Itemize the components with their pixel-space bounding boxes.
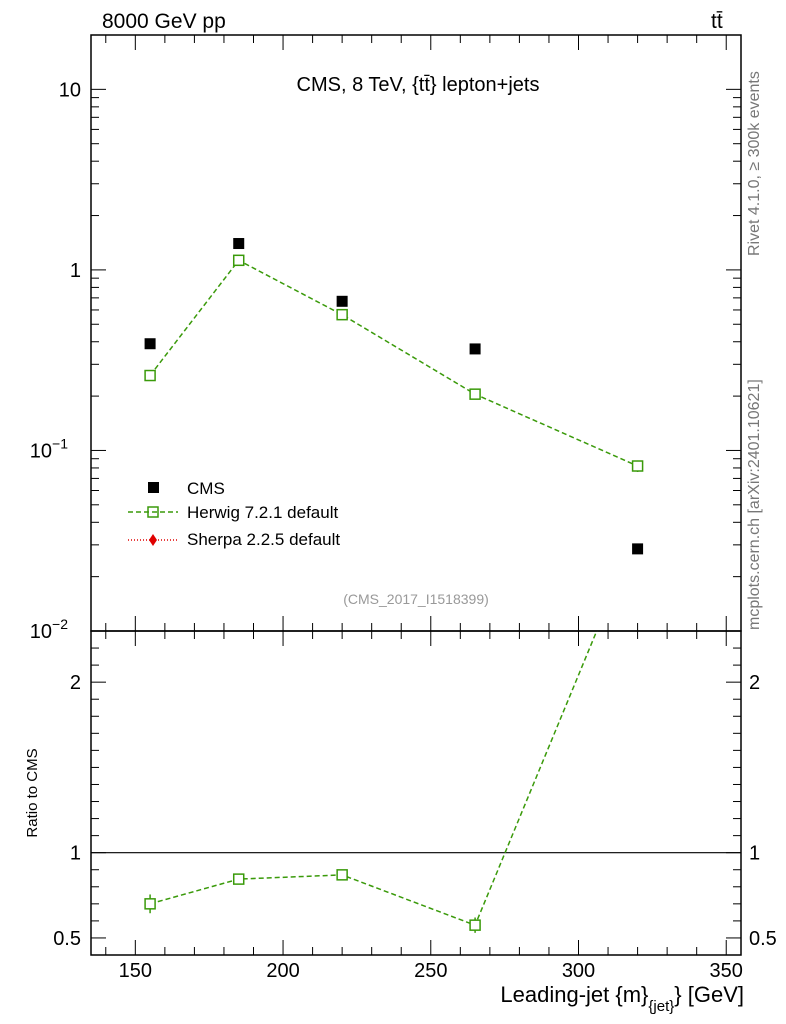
herwig-main-marker xyxy=(631,460,644,472)
main-title: CMS, 8 TeV, {tt̄} lepton+jets xyxy=(297,74,540,96)
main-y-tick-label: 10−2 xyxy=(30,616,68,643)
legend-cms-label: CMS xyxy=(187,479,225,498)
x-tick-label: 200 xyxy=(266,960,299,982)
x-tick-label: 350 xyxy=(710,960,743,982)
herwig-main-marker xyxy=(469,388,481,400)
ratio-plot-frame xyxy=(90,630,742,956)
ratio-y-tick-label-right: 1 xyxy=(749,843,760,865)
cms-data-point xyxy=(469,343,481,355)
cms-data-point xyxy=(336,295,348,307)
legend-herwig-marker xyxy=(147,506,159,518)
legend-sherpa-label: Sherpa 2.2.5 default xyxy=(187,530,340,549)
main-y-tick-label: 10−1 xyxy=(30,435,68,462)
herwig-ratio-marker xyxy=(469,919,481,931)
x-tick-label: 150 xyxy=(119,960,152,982)
main-y-tick-exponent: −1 xyxy=(52,435,68,451)
x-axis-label-subscript: {jet} xyxy=(648,998,674,1015)
cms-data-point xyxy=(632,543,644,555)
legend-cms-marker xyxy=(148,482,159,493)
herwig-ratio-marker xyxy=(144,898,156,910)
ratio-y-tick-label-left: 1 xyxy=(70,843,81,865)
ratio-y-axis-label: Ratio to CMS xyxy=(24,748,41,837)
ratio-y-tick-label-right: 2 xyxy=(749,672,760,694)
ratio-y-tick-label-left: 2 xyxy=(70,672,81,694)
legend: CMS Herwig 7.2.1 default Sherpa 2.2.5 de… xyxy=(128,479,340,549)
legend-sherpa-marker xyxy=(149,534,157,546)
herwig-ratio-marker xyxy=(633,527,643,537)
ratio-panel: 0.5 0.51 12 2 150 200 250 300 350 Ratio to CMS … xyxy=(24,527,777,1015)
cms-data-point xyxy=(233,238,245,250)
herwig-ratio-marker xyxy=(232,873,245,885)
main-y-tick-label: 10 xyxy=(59,79,81,101)
legend-herwig-label: Herwig 7.2.1 default xyxy=(187,503,338,522)
ratio-y-tick-label-right: 0.5 xyxy=(749,928,777,950)
x-tick-label: 300 xyxy=(562,960,595,982)
main-y-tick-base: 10 xyxy=(30,440,52,462)
herwig-ratio-series xyxy=(144,527,643,933)
herwig-main-line xyxy=(149,259,638,467)
main-y-tick-base: 10 xyxy=(30,621,52,643)
main-y-tick-label: 1 xyxy=(70,260,81,282)
herwig-ratio-marker xyxy=(336,869,348,881)
ratio-y-tick-labels: 0.5 0.5 1 1 2 2 xyxy=(53,672,777,950)
main-panel: CMS, 8 TeV, {tt̄} lepton+jets (CMS_2017_… xyxy=(30,34,742,643)
main-y-tick-exponent: −2 xyxy=(52,616,68,632)
cms-data-point xyxy=(144,338,156,350)
x-axis-label: Leading-jet {m}{jet}} [GeV] xyxy=(500,982,744,1015)
x-axis-label-main: Leading-jet {m} xyxy=(500,982,648,1007)
herwig-main-marker xyxy=(144,369,156,382)
herwig-main-marker xyxy=(336,308,348,321)
x-tick-label: 250 xyxy=(414,960,447,982)
ratio-tick-marks xyxy=(91,630,741,955)
cms-data-points xyxy=(144,238,644,555)
analysis-id-watermark: (CMS_2017_I1518399) xyxy=(343,591,489,607)
ratio-y-tick-label-left: 0.5 xyxy=(53,928,81,950)
x-tick-labels: 150 200 250 300 350 xyxy=(119,960,743,982)
herwig-main-series xyxy=(144,254,644,472)
header-process-label: tt̄ xyxy=(711,10,723,33)
x-axis-label-unit: } [GeV] xyxy=(674,982,744,1007)
header-beam-label: 8000 GeV pp xyxy=(102,10,226,33)
herwig-main-marker xyxy=(232,254,245,267)
